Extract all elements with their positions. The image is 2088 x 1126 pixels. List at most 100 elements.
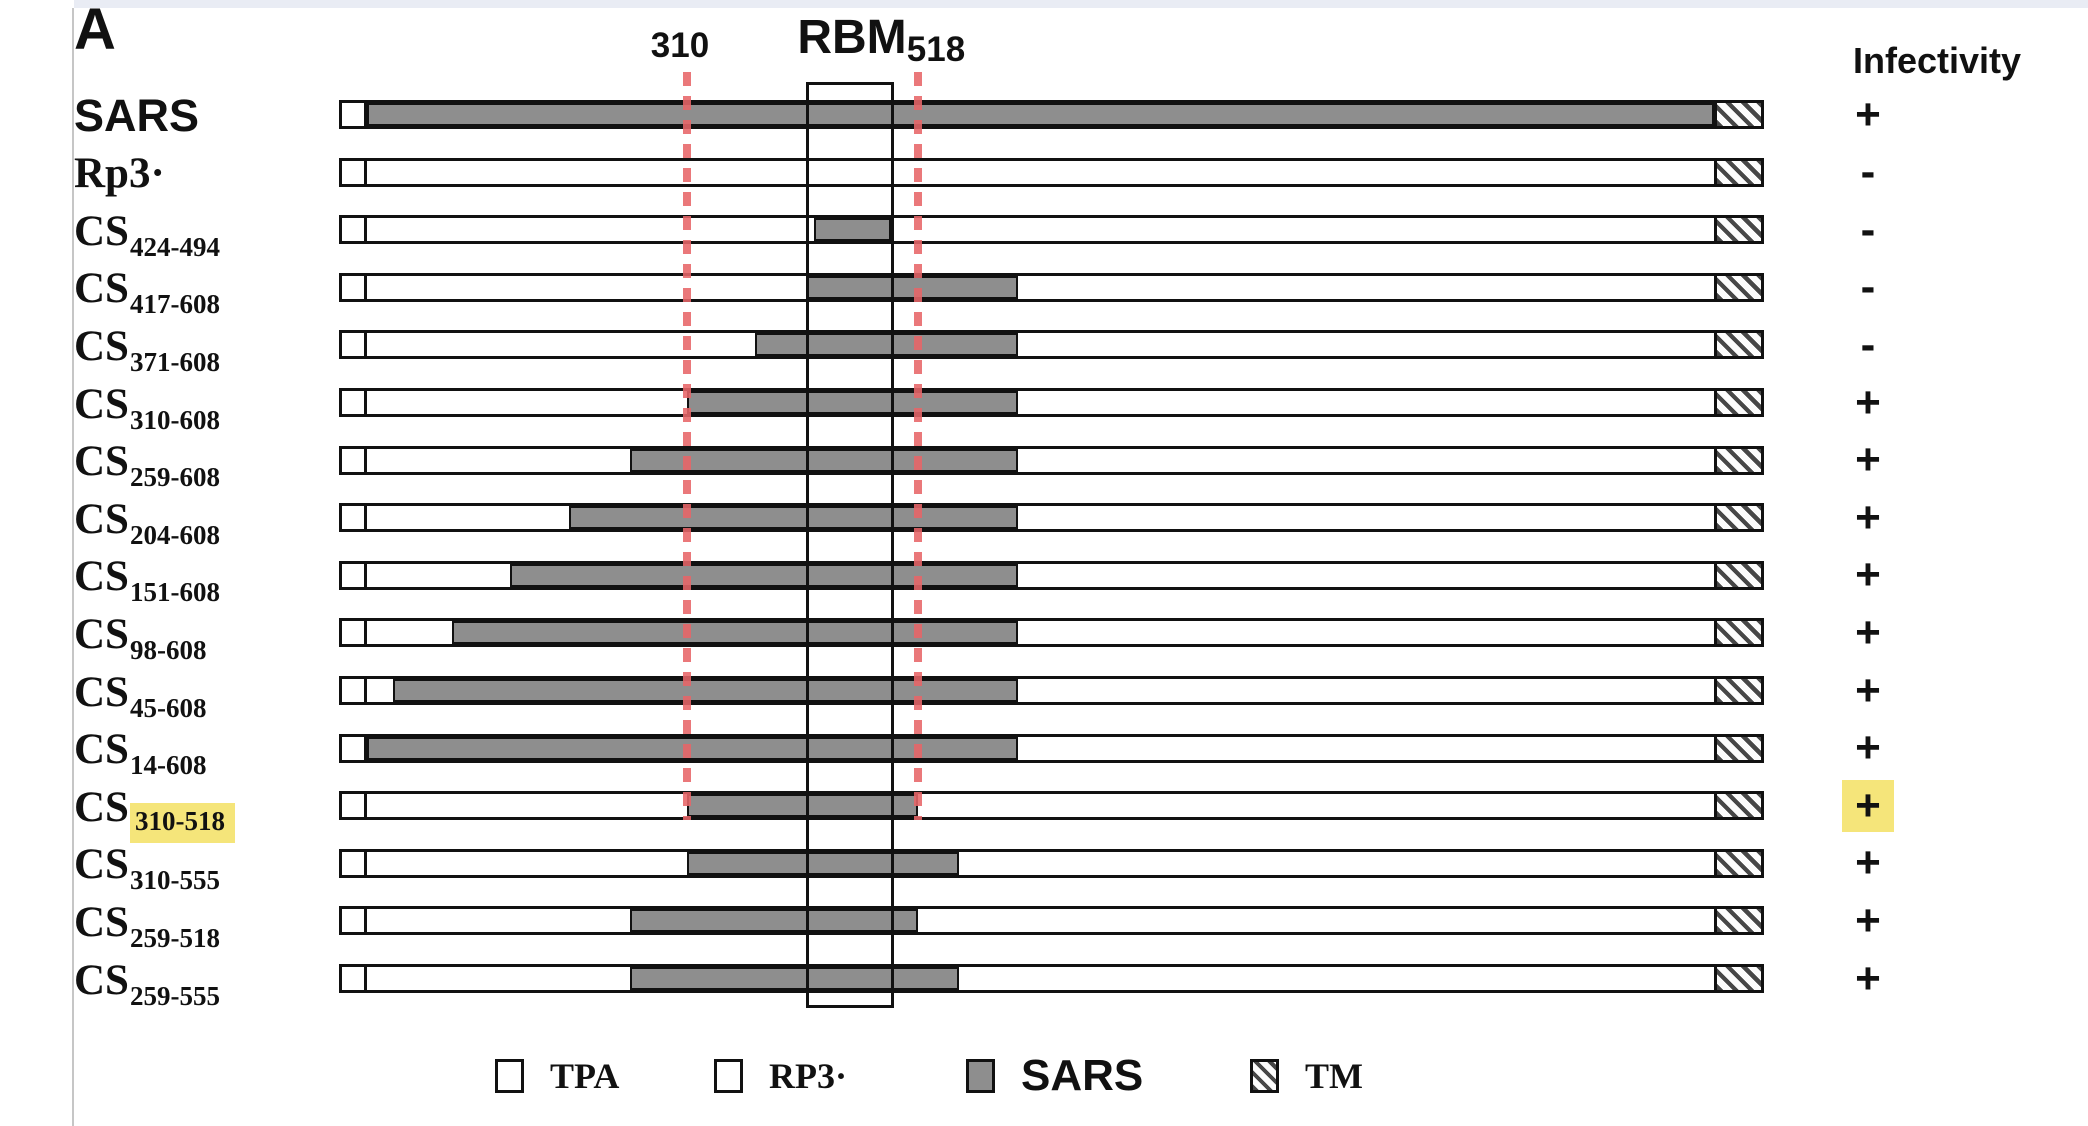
tm-segment	[1714, 218, 1761, 242]
tpa-divider	[364, 103, 367, 126]
construct-label: CS 14-608	[74, 722, 207, 781]
construct-label: CS 259-608	[74, 434, 220, 493]
tpa-divider	[364, 679, 367, 702]
construct-label: CS 259-555	[74, 952, 220, 1011]
construct-name: CS	[74, 841, 129, 889]
infectivity-value: +	[1855, 723, 1881, 773]
tm-segment	[1714, 621, 1761, 645]
tpa-divider	[364, 391, 367, 414]
legend-item-tm: TM	[1250, 1054, 1363, 1098]
construct-name: CS	[74, 610, 129, 658]
construct-subscript: 259-608	[129, 462, 220, 493]
legend-swatch-hatch	[1250, 1059, 1279, 1093]
legend-swatch-white	[714, 1059, 743, 1093]
tm-segment	[1714, 275, 1761, 299]
tm-segment	[1714, 391, 1761, 414]
construct-label: CS 204-608	[74, 491, 220, 550]
construct-bar	[339, 157, 1764, 187]
construct-name: CS	[74, 322, 129, 370]
construct-label: CS 259-518	[74, 894, 220, 953]
construct-name: CS	[74, 380, 129, 428]
construct-name: SARS	[74, 90, 200, 141]
construct-subscript: 371-608	[129, 346, 220, 377]
tm-segment	[1714, 333, 1761, 357]
tpa-divider	[364, 333, 367, 357]
infectivity-value: +	[1855, 895, 1881, 945]
infectivity-value: +	[1855, 492, 1881, 542]
construct-name: CS	[74, 898, 129, 946]
sars-segment	[630, 909, 918, 933]
construct-bar	[339, 445, 1764, 475]
construct-subscript: 310-555	[129, 865, 220, 896]
sars-segment	[754, 333, 1018, 357]
infectivity-value: +	[1855, 435, 1881, 485]
construct-bar	[339, 215, 1764, 245]
infectivity-value: +	[1855, 89, 1881, 139]
tpa-divider	[364, 448, 367, 472]
infectivity-value: -	[1860, 262, 1876, 312]
construct-bar	[339, 272, 1764, 302]
tm-segment	[1714, 448, 1761, 472]
construct-subscript: 14-608	[129, 750, 207, 781]
tpa-divider	[364, 851, 367, 875]
infectivity-value: -	[1860, 147, 1876, 197]
infectivity-value-highlighted: +	[1842, 779, 1894, 832]
construct-subscript: 424-494	[129, 231, 220, 262]
tm-segment	[1714, 160, 1761, 184]
construct-label: CS 417-608	[74, 261, 220, 319]
sars-segment	[451, 621, 1018, 645]
construct-label: CS 310-518	[74, 779, 235, 844]
construct-subscript: 259-518	[129, 922, 220, 953]
tpa-divider	[364, 275, 367, 299]
construct-subscript-highlighted: 310-518	[129, 803, 235, 844]
infectivity-value: +	[1855, 953, 1881, 1003]
legend-label: SARS	[1021, 1051, 1144, 1100]
tm-segment	[1714, 909, 1761, 933]
construct-bar	[339, 791, 1764, 821]
sars-segment	[630, 967, 960, 990]
construct-bar	[339, 330, 1764, 360]
legend-label: TPA	[550, 1056, 620, 1096]
sars-segment	[367, 736, 1018, 760]
tpa-divider	[364, 967, 367, 990]
sars-segment	[367, 103, 1714, 126]
tpa-divider	[364, 794, 367, 818]
legend-label: TM	[1305, 1056, 1363, 1096]
construct-name: Rp3·	[74, 150, 165, 198]
construct-label: CS 371-608	[74, 318, 220, 377]
tpa-divider	[364, 160, 367, 184]
tpa-divider	[364, 736, 367, 760]
construct-name: CS	[74, 783, 129, 831]
construct-bar	[339, 906, 1764, 936]
construct-name: CS	[74, 668, 129, 716]
legend-item-sars: SARS	[966, 1051, 1144, 1100]
infectivity-value: -	[1860, 204, 1876, 254]
tpa-divider	[364, 563, 367, 587]
tm-segment	[1714, 794, 1761, 818]
infectivity-header: Infectivity	[1853, 40, 2022, 81]
construct-name: CS	[74, 956, 129, 1004]
panel-letter: A	[74, 0, 116, 62]
sars-segment	[813, 218, 892, 242]
infectivity-value: +	[1855, 550, 1881, 600]
infectivity-value: -	[1860, 319, 1876, 369]
construct-subscript: 310-608	[129, 404, 220, 435]
legend-swatch-white	[495, 1059, 524, 1093]
construct-bar	[339, 733, 1764, 763]
construct-bar	[339, 848, 1764, 878]
tpa-divider	[364, 909, 367, 933]
construct-label: SARS	[74, 88, 199, 144]
tm-segment	[1714, 967, 1761, 990]
construct-name: CS	[74, 553, 129, 601]
tpa-divider	[364, 218, 367, 242]
infectivity-value: +	[1855, 665, 1881, 715]
construct-name: CS	[74, 438, 129, 486]
tm-segment	[1714, 851, 1761, 875]
dashed-line-518	[914, 72, 922, 820]
tm-segment	[1714, 679, 1761, 702]
sars-segment	[392, 679, 1018, 702]
tm-segment	[1714, 563, 1761, 587]
construct-bar	[339, 964, 1764, 993]
construct-subscript: 45-608	[129, 692, 207, 723]
